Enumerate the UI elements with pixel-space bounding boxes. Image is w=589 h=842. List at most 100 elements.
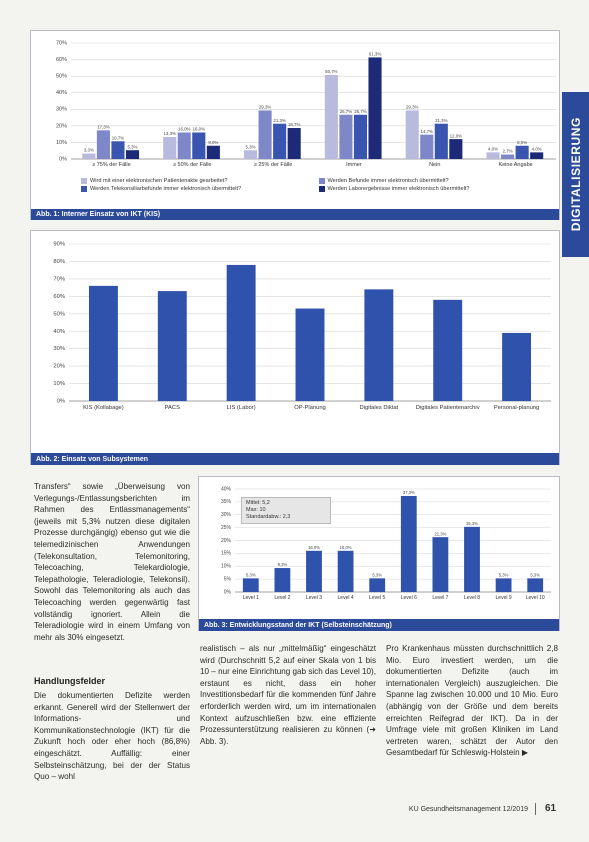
y-tick-label: 70% (53, 276, 65, 282)
y-tick-label: 40% (221, 486, 232, 492)
figure-caption: Abb. 2: Einsatz von Subsystemen (31, 453, 559, 465)
data-label: 9,3% (278, 562, 288, 567)
y-tick-label: 5% (224, 576, 232, 582)
legend-label: Wird mit einer elektronischen Patientena… (90, 178, 228, 184)
x-tick-label: Level 10 (525, 595, 545, 601)
annotation: Standardabw.: 2,3 (246, 514, 291, 520)
x-tick-label: Digitales Patientenarchiv (415, 405, 480, 411)
bar (464, 526, 480, 592)
bar (306, 550, 322, 592)
x-tick-label: Level 1 (242, 595, 259, 601)
figure-caption: Abb. 3: Entwicklungsstand der IKT (Selbs… (199, 619, 559, 631)
bar (502, 332, 532, 401)
section-heading: Handlungsfelder (34, 676, 106, 686)
bar (157, 291, 187, 401)
bar (515, 145, 529, 159)
bar (125, 150, 140, 159)
bar (243, 150, 258, 159)
x-tick-label: Level 8 (463, 595, 481, 601)
page-number: 61 (545, 803, 557, 814)
x-tick-label: Nein (429, 162, 441, 168)
bar (364, 289, 394, 401)
bar (527, 578, 544, 592)
bar (177, 132, 191, 159)
paragraph: Transfers“ sowie „Überweisung von Verleg… (34, 482, 190, 642)
x-tick-label: Level 6 (400, 595, 417, 601)
y-tick-label: 10% (56, 140, 67, 146)
bar (88, 285, 118, 401)
x-tick-label: KIS (Kollabage) (83, 405, 124, 411)
data-label: 5,3% (128, 144, 138, 149)
y-tick-label: 70% (56, 40, 67, 46)
bar (433, 299, 463, 401)
bar (206, 145, 220, 159)
legend-item: Werden Laborergebnisse immer elektronisc… (318, 186, 547, 192)
separator (535, 803, 536, 815)
bar (530, 152, 544, 159)
data-label: 21,3% (273, 118, 286, 123)
y-tick-label: 30% (53, 346, 65, 352)
annotation-box: Mittel: 5,2 Max: 10 Standardabw.: 2,3 (241, 497, 331, 524)
bar (258, 110, 272, 159)
y-tick-label: 25% (221, 525, 232, 531)
bar (273, 123, 287, 159)
y-tick-label: 60% (53, 294, 65, 300)
x-tick-label: Immer (346, 162, 362, 168)
data-label: 5,3% (246, 572, 256, 577)
data-label: 8,0% (208, 140, 218, 145)
y-tick-label: 50% (53, 311, 65, 317)
data-label: 16,0% (340, 545, 352, 550)
plot-area: 0% 10% 20% 30% 40% 50% 60% 70% 3,3% 13,3% 5,3% 50,7… (56, 40, 556, 162)
data-label: 2,7% (503, 149, 513, 154)
data-label: 13,3% (163, 131, 176, 136)
x-tick-label: Personal-planung (493, 405, 540, 411)
y-tick-label: 40% (56, 90, 67, 96)
bar (82, 153, 96, 159)
x-tick-label: LIS (Labor) (226, 405, 256, 411)
data-label: 12,0% (450, 133, 463, 138)
bar (405, 110, 419, 159)
legend-label: Werden Telekonsiliarbefunde immer elektr… (90, 186, 242, 192)
y-tick-label: 20% (56, 123, 67, 129)
data-label: 61,3% (369, 52, 382, 57)
chart: 0% 10% 20% 30% 40% 50% 60% 70% 3,3% 13,3% 5,3% 50,7… (30, 30, 560, 220)
section-tab: DIGITALISIERUNG (562, 92, 589, 257)
x-tick-label: Level 5 (369, 595, 386, 601)
journal-name: KU Gesundheitsmanagement 12/2019 (408, 806, 528, 813)
bar (432, 537, 449, 592)
y-tick-label: 80% (53, 259, 65, 265)
y-tick-label: 50% (56, 74, 67, 80)
data-label: 16,0% (178, 127, 191, 132)
annotation: Mittel: 5,2 (246, 500, 270, 506)
bar (324, 74, 338, 159)
data-label: 17,3% (97, 124, 110, 129)
figure-caption: Abb. 1: Interner Einsatz von IKT (KIS) (31, 209, 559, 220)
y-tick-label: 60% (56, 57, 67, 63)
bar (192, 132, 206, 159)
bar (163, 136, 177, 159)
y-tick-label: 10% (53, 381, 65, 387)
data-label: 5,3% (530, 572, 540, 577)
bar (295, 308, 325, 401)
annotation: Max: 10 (246, 507, 266, 513)
data-label: 21,3% (434, 531, 446, 536)
x-tick-label: Level 3 (305, 595, 323, 601)
legend-swatch (318, 178, 325, 184)
plot-area: 0% 10% 20% 30% 40% 50% 60% 70% 80% 90% (53, 242, 551, 405)
y-tick-label: 30% (56, 107, 67, 113)
y-tick-label: 0% (224, 589, 232, 595)
x-tick-label: Level 7 (432, 595, 449, 601)
bar (434, 123, 448, 159)
x-tick-label: PACS (164, 405, 180, 411)
legend-swatch (81, 186, 87, 192)
legend-label: Werden Befunde immer elektronisch übermi… (327, 178, 449, 184)
data-label: 5,3% (499, 572, 509, 577)
bar (337, 550, 354, 592)
bar (353, 114, 368, 159)
bar (368, 57, 382, 159)
text-column: Transfers“ sowie „Überweisung von Verleg… (34, 481, 190, 643)
y-tick-label: 15% (221, 551, 232, 557)
y-tick-label: 90% (53, 242, 65, 248)
data-label: 5,3% (246, 144, 256, 149)
x-tick-label: Digitales Diktat (359, 405, 399, 411)
